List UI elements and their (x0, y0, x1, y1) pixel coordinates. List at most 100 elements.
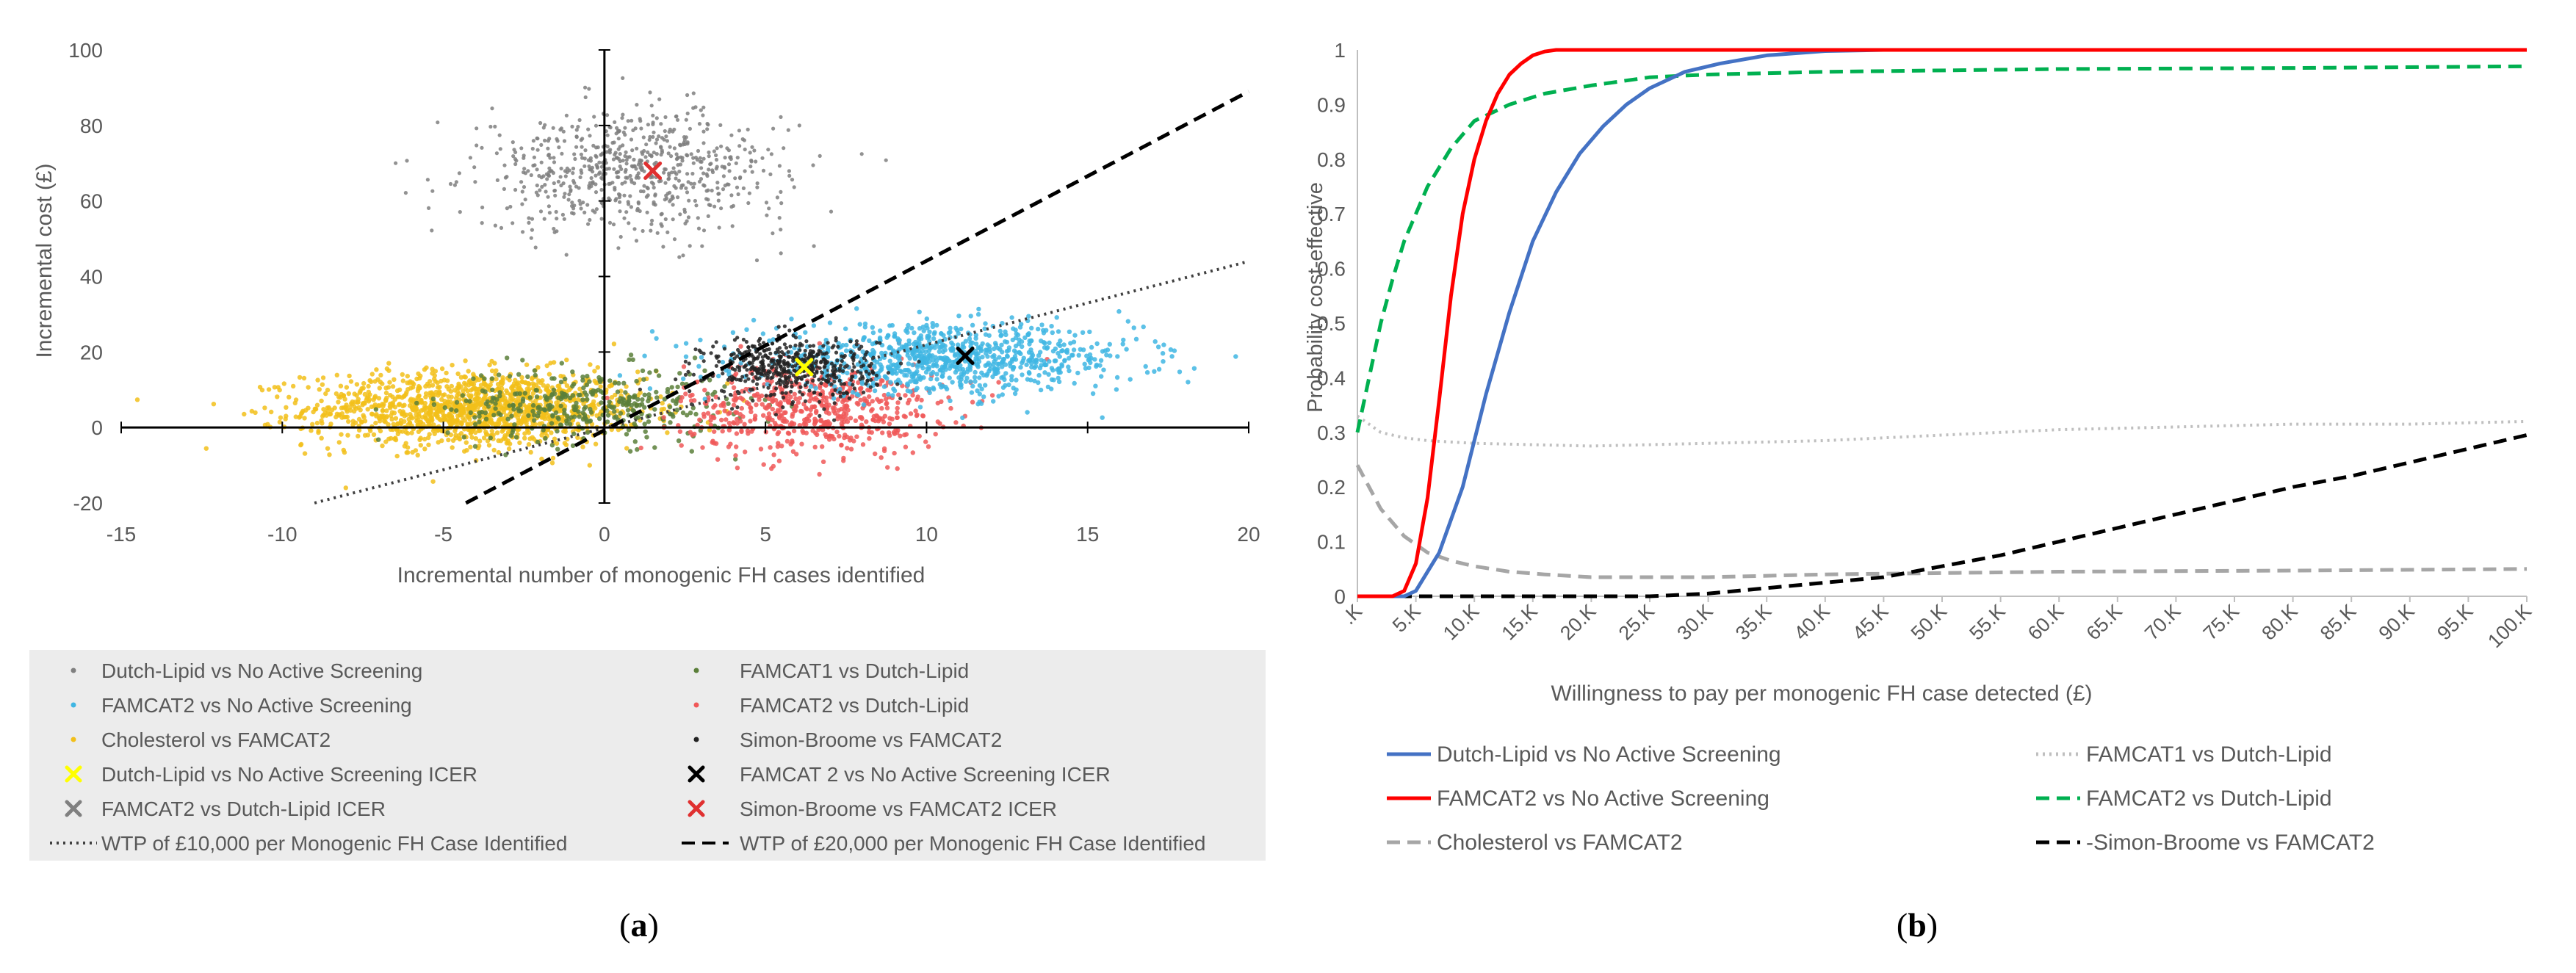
scatter-point (686, 369, 690, 374)
scatter-point (1100, 415, 1105, 420)
scatter-point (764, 394, 768, 398)
scatter-point (506, 446, 512, 452)
scatter-point (674, 114, 679, 118)
scatter-point (577, 198, 582, 203)
scatter-point (833, 363, 837, 368)
scatter-point (646, 392, 652, 397)
scatter-point (797, 396, 803, 401)
scatter-point (638, 445, 643, 451)
scatter-point (513, 187, 518, 192)
scatter-point (782, 361, 786, 365)
scatter-point (502, 187, 507, 191)
scatter-point (652, 185, 656, 190)
scatter-point (320, 421, 325, 426)
scatter-point (1124, 347, 1129, 352)
scatter-point (744, 363, 748, 367)
scatter-point (580, 397, 585, 402)
scatter-point (733, 457, 738, 462)
scatter-point (700, 445, 705, 450)
scatter-point (618, 193, 622, 198)
scatter-point (820, 444, 825, 449)
scatter-point (621, 76, 625, 80)
legend-label: Dutch-Lipid vs No Active Screening (101, 659, 422, 682)
scatter-point (549, 443, 555, 448)
y-tick-label: 0.2 (1317, 476, 1346, 499)
scatter-point (463, 382, 469, 387)
scatter-point (284, 405, 289, 410)
scatter-point (501, 393, 506, 398)
scatter-point (430, 189, 435, 193)
scatter-point (490, 106, 494, 111)
scatter-point (396, 402, 402, 408)
scatter-point (884, 158, 888, 162)
scatter-point (878, 455, 884, 460)
scatter-point (452, 183, 458, 187)
scatter-point (599, 164, 605, 169)
scatter-point (917, 340, 922, 346)
scatter-point (394, 453, 400, 459)
scatter-point (674, 344, 679, 349)
scatter-point (525, 374, 530, 380)
scatter-point (735, 156, 740, 160)
scatter-point (733, 371, 739, 377)
scatter-point (750, 145, 754, 149)
scatter-point (523, 198, 527, 202)
scatter-point (791, 373, 795, 377)
scatter-point (921, 328, 926, 333)
scatter-point (505, 175, 509, 179)
scatter-point (907, 355, 912, 361)
scatter-point (427, 411, 433, 416)
scatter-point (386, 436, 392, 441)
scatter-point (440, 410, 445, 416)
scatter-point (924, 316, 930, 322)
scatter-point (650, 218, 654, 223)
ceac-line (1357, 433, 2528, 598)
legend-label: Dutch-Lipid vs No Active Screening ICER (101, 763, 477, 786)
scatter-point (765, 415, 771, 421)
scatter-point (477, 410, 482, 416)
scatter-point (607, 378, 613, 383)
scatter-point (654, 137, 660, 142)
scatter-point (708, 422, 713, 427)
scatter-point (478, 373, 484, 378)
scatter-point (508, 392, 513, 397)
scatter-point (573, 156, 577, 162)
scatter-point (415, 395, 420, 400)
scatter-point (532, 368, 538, 373)
scatter-point (730, 224, 735, 228)
scatter-point (552, 156, 556, 160)
scatter-point (453, 435, 458, 441)
scatter-point (480, 205, 485, 210)
scatter-point (880, 378, 885, 383)
scatter-point (560, 151, 564, 156)
scatter-point (384, 408, 389, 413)
scatter-point (841, 391, 845, 396)
scatter-point (661, 406, 667, 412)
scatter-point (835, 358, 840, 363)
scatter-point (593, 441, 599, 446)
scatter-point (405, 422, 411, 427)
scatter-point (773, 369, 778, 374)
scatter-point (792, 391, 798, 397)
scatter-point (996, 394, 1001, 399)
scatter-point (596, 145, 600, 150)
y-axis-label-a: Incremental cost (£) (32, 163, 57, 358)
scatter-point (513, 398, 518, 403)
scatter-point (366, 383, 371, 389)
scatter-point (874, 382, 878, 386)
scatter-point (582, 210, 587, 214)
scatter-point (886, 391, 891, 397)
scatter-point (577, 117, 582, 123)
scatter-point (1012, 391, 1018, 397)
scatter-point (681, 364, 687, 369)
scatter-point (831, 370, 836, 375)
scatter-point (356, 427, 362, 433)
scatter-point (731, 402, 737, 408)
scatter-point (668, 190, 672, 195)
scatter-point (688, 410, 693, 416)
scatter-point (592, 378, 597, 383)
scatter-point (870, 370, 875, 375)
scatter-point (898, 397, 903, 401)
scatter-point (740, 397, 745, 402)
